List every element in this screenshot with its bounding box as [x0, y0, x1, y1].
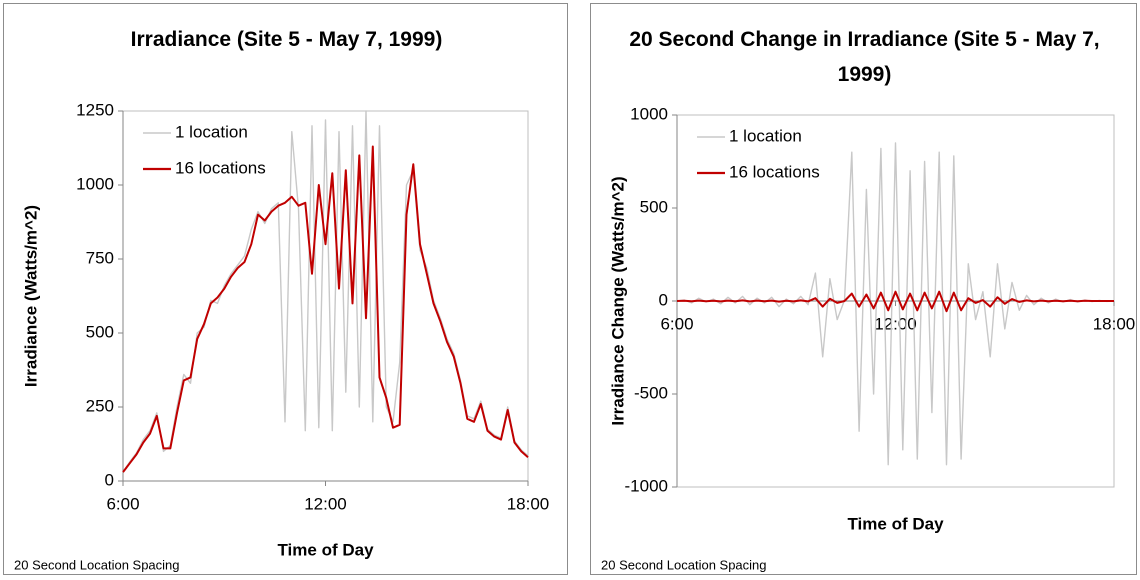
y-tick-label: -1000	[625, 476, 668, 495]
y-tick-label: 750	[86, 248, 114, 267]
data-line	[676, 290, 1114, 313]
chart-panel: Irradiance (Site 5 - May 7, 1999) 0 250 500…	[3, 3, 568, 575]
x-axis-title: Time of Day	[277, 540, 374, 559]
x-tick-label: 12:00	[874, 314, 917, 333]
chart-title: Irradiance (Site 5 - May 7, 1999)	[130, 28, 443, 51]
y-axis-title: Irradiance (Watts/m^2)	[21, 205, 40, 387]
y-tick-label: 500	[640, 197, 668, 216]
footnote: 20 Second Location Spacing	[601, 557, 767, 572]
legend-label: 16 locations	[729, 162, 820, 181]
chart-title: 20 Second Change in Irradiance (Site 5 -…	[629, 28, 1100, 86]
x-tick-label: 18:00	[1093, 314, 1136, 333]
legend-label: 1 location	[175, 122, 248, 141]
x-axis-title: Time of Day	[847, 514, 944, 533]
chart: -1000 -500 0 500 1000 6:00 12:00 18:00 1 locatio…	[601, 104, 1136, 572]
y-tick-label: 1000	[630, 104, 668, 123]
y-tick-label: 500	[86, 322, 114, 341]
x-tick-label: 6:00	[660, 314, 693, 333]
y-tick-label: 250	[86, 396, 114, 415]
x-tick-label: 12:00	[304, 494, 347, 513]
footnote: 20 Second Location Spacing	[14, 557, 180, 572]
data-line	[676, 142, 1115, 466]
legend-label: 16 locations	[175, 158, 266, 177]
data-line	[122, 145, 529, 473]
x-tick-label: 18:00	[507, 494, 550, 513]
y-tick-label: 1000	[76, 174, 114, 193]
chart: 0 250 500 750 1000 1250 6:00 12:00 18:00 1 locati…	[14, 100, 550, 572]
y-axis-title: Irradiance Change (Watts/m^2)	[608, 176, 627, 425]
legend-label: 1 location	[729, 126, 802, 145]
chart-panel: 20 Second Change in Irradiance (Site 5 -…	[590, 3, 1137, 575]
x-tick-label: 6:00	[106, 494, 139, 513]
y-tick-label: 0	[659, 290, 668, 309]
y-tick-label: 1250	[76, 100, 114, 119]
y-tick-label: 0	[105, 470, 114, 489]
y-tick-label: -500	[634, 383, 668, 402]
